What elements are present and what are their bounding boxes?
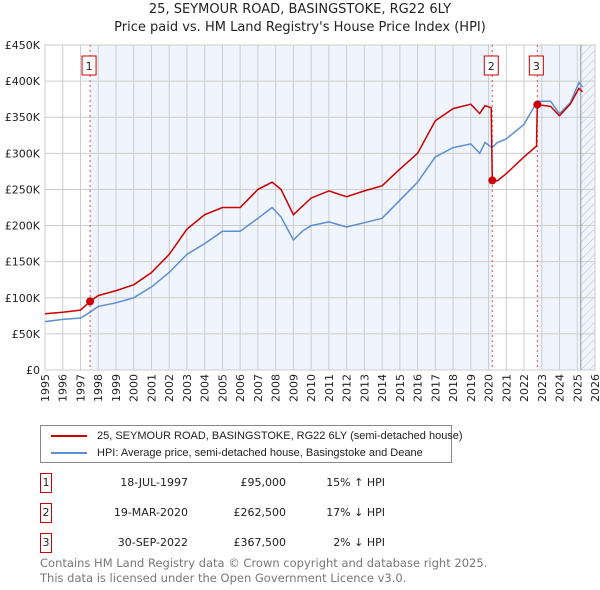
x-tick-label: 2008 — [270, 374, 283, 402]
x-tick-label: 2017 — [429, 374, 442, 402]
sale-hpi-diff: 2% ↓ HPI — [333, 536, 385, 549]
x-tick-label: 2023 — [536, 374, 549, 402]
sale-number: 1 — [40, 473, 52, 493]
x-tick-label: 2018 — [447, 374, 460, 402]
sale-date: 19-MAR-2020 — [113, 506, 188, 519]
sale-price: £367,500 — [233, 536, 287, 549]
sale-point — [488, 176, 497, 185]
y-tick-label: £450K — [5, 39, 41, 52]
legend-item-property: 25, SEYMOUR ROAD, BASINGSTOKE, RG22 6LY … — [51, 428, 463, 444]
x-tick-label: 2006 — [234, 374, 247, 402]
sale-point — [86, 297, 95, 306]
x-tick-label: 2011 — [323, 374, 336, 402]
sale-price: £262,500 — [233, 506, 287, 519]
price-chart: 1995 1996 1997 1998 1999 2000 2001 2002 2003 2004… — [5, 39, 600, 402]
footer-licence: This data is licensed under the Open Gov… — [40, 571, 407, 585]
sale-date: 30-SEP-2022 — [117, 536, 188, 549]
x-tick-label: 2009 — [287, 374, 300, 402]
x-tick-label: 2022 — [518, 374, 531, 402]
x-tick-label: 1998 — [92, 374, 105, 402]
x-tick-label: 2015 — [394, 374, 407, 402]
x-tick-label: 2016 — [412, 374, 425, 402]
x-tick-label: 2002 — [163, 374, 176, 402]
x-tick-label: 1996 — [57, 374, 70, 402]
sale-point — [533, 100, 542, 109]
x-tick-label: 2020 — [483, 374, 496, 402]
x-tick-label: 2012 — [341, 374, 354, 402]
hpi-line — [44, 81, 584, 323]
sale-price: £95,000 — [240, 476, 287, 489]
legend-swatch-red — [51, 435, 87, 437]
sale-hpi-diff: 15% ↑ HPI — [326, 476, 385, 489]
legend: 25, SEYMOUR ROAD, BASINGSTOKE, RG22 6LY … — [40, 425, 463, 463]
sale-number: 3 — [40, 533, 52, 553]
y-tick-label: £50K — [12, 328, 41, 341]
x-tick-label: 1995 — [39, 374, 52, 402]
legend-swatch-blue — [51, 452, 87, 454]
y-tick-label: £350K — [5, 111, 41, 124]
y-tick-label: £400K — [5, 75, 41, 88]
sale-label: 2 — [488, 60, 495, 73]
sale-label: 3 — [533, 60, 540, 73]
x-tick-label: 1997 — [74, 374, 87, 402]
chart-subtitle: Price paid vs. HM Land Registry's House … — [114, 20, 486, 35]
x-tick-label: 2010 — [305, 374, 318, 402]
sale-label: 1 — [86, 60, 93, 73]
x-tick-label: 2007 — [252, 374, 265, 402]
x-tick-label: 2014 — [376, 374, 389, 402]
x-tick-label: 2003 — [181, 374, 194, 402]
x-tick-label: 1999 — [110, 374, 123, 402]
plot-frame — [44, 44, 596, 371]
ownership-shade — [90, 45, 493, 370]
x-tick-label: 2026 — [589, 374, 600, 402]
x-tick-label: 2005 — [216, 374, 229, 402]
x-tick-label: 2024 — [554, 374, 567, 402]
property-price-line — [44, 87, 584, 315]
x-tick-label: 2001 — [145, 374, 158, 402]
x-tick-label: 2013 — [358, 374, 371, 402]
sale-hpi-diff: 17% ↓ HPI — [326, 506, 385, 519]
sale-date: 18-JUL-1997 — [120, 476, 188, 489]
forecast-hatch — [580, 45, 595, 370]
sale-number: 2 — [40, 503, 52, 523]
legend-label-hpi: HPI: Average price, semi-detached house,… — [97, 447, 423, 459]
x-tick-label: 2004 — [199, 374, 212, 402]
x-tick-label: 2025 — [571, 374, 584, 402]
x-tick-label: 2021 — [500, 374, 513, 402]
x-tick-label: 2019 — [465, 374, 478, 402]
y-tick-label: £0 — [26, 364, 40, 377]
footer-copyright: Contains HM Land Registry data © Crown c… — [40, 556, 488, 570]
y-tick-label: £100K — [5, 292, 41, 305]
y-tick-label: £300K — [5, 147, 41, 160]
y-tick-label: £200K — [5, 220, 41, 233]
legend-label-property: 25, SEYMOUR ROAD, BASINGSTOKE, RG22 6LY … — [97, 430, 463, 442]
sale-label-box — [483, 55, 499, 76]
y-tick-label: £250K — [5, 183, 41, 196]
legend-item-hpi: HPI: Average price, semi-detached house,… — [51, 445, 423, 461]
sale-label-box — [528, 55, 544, 76]
x-tick-label: 2000 — [128, 374, 141, 402]
chart-title: 25, SEYMOUR ROAD, BASINGSTOKE, RG22 6LY — [148, 2, 452, 17]
y-tick-label: £150K — [5, 256, 41, 269]
sale-label-box — [81, 55, 97, 76]
